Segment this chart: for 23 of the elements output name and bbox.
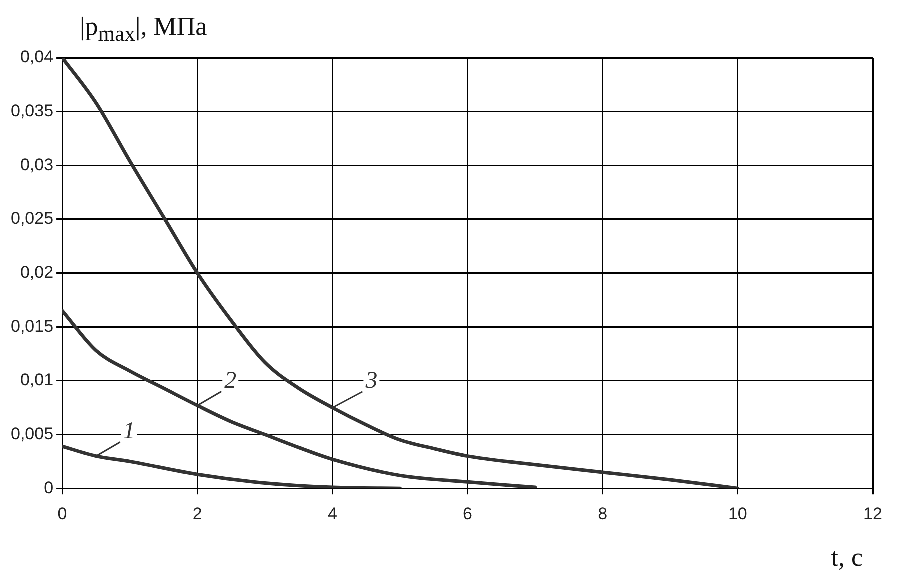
x-tick-label: 10 [728, 504, 748, 524]
series-label: 1 [123, 418, 136, 445]
y-tick-label: 0,005 [10, 424, 54, 444]
y-tick-label: 0,01 [20, 370, 54, 390]
x-tick-label: 4 [328, 504, 338, 524]
x-tick-label: 2 [192, 504, 202, 524]
x-tick-label: 6 [463, 504, 473, 524]
x-tick-label: 0 [58, 504, 68, 524]
y-tick-label: 0,025 [10, 209, 54, 228]
series-label: 2 [224, 368, 237, 394]
y-tick-label: 0,035 [10, 102, 54, 121]
line-series [62, 444, 402, 489]
x-axis-title: t, с [831, 543, 863, 573]
x-tick-label: 12 [864, 504, 882, 524]
y-tick-label: 0,03 [20, 155, 54, 174]
x-tick-label: 8 [598, 504, 608, 524]
y-axis-title: |p$_{max}$|, МПа [80, 12, 208, 48]
line-series [62, 309, 538, 489]
y-tick-label: 0,04 [20, 48, 54, 67]
y-tick-label: 0,015 [10, 316, 54, 336]
series-label: 3 [364, 368, 378, 394]
y-tick-label: 0,02 [20, 262, 54, 282]
y-tick-label: 0 [44, 478, 54, 498]
